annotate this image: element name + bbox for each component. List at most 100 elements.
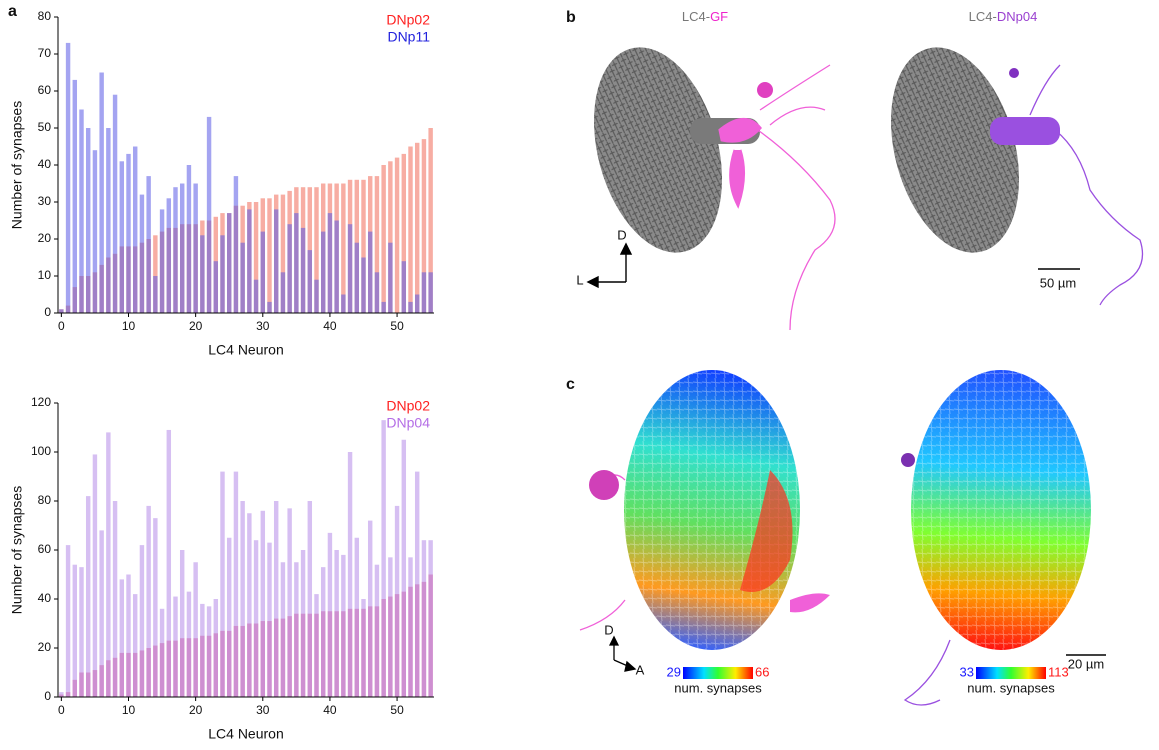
bar: [273, 209, 279, 313]
bar: [314, 594, 319, 697]
scale-label: 20 µm: [1068, 656, 1104, 671]
bar: [421, 139, 427, 313]
bar: [233, 471, 239, 697]
legend-entry: DNp04: [386, 415, 430, 431]
bar: [300, 550, 306, 697]
bar: [253, 540, 259, 697]
bar: [166, 429, 172, 697]
bar: [334, 220, 339, 313]
bar: [320, 567, 326, 697]
bar: [65, 42, 71, 314]
colorbar-max: 113: [1048, 664, 1069, 679]
bar: [193, 562, 198, 697]
bar: [206, 606, 212, 697]
axis-letter: D: [617, 227, 626, 242]
bar: [421, 540, 427, 697]
bar: [267, 542, 272, 697]
bar: [226, 537, 232, 697]
y-axis-label: Number of synapses: [9, 101, 25, 229]
bar: [213, 599, 219, 697]
x-tick-label: 40: [323, 319, 337, 333]
bar: [240, 501, 245, 697]
bar: [267, 301, 272, 313]
y-tick-label: 0: [44, 305, 51, 319]
x-tick-label: 20: [189, 319, 203, 333]
colorbar-label: num. synapses: [967, 680, 1055, 695]
bar: [85, 128, 91, 313]
y-tick-label: 20: [38, 640, 52, 654]
bar: [92, 454, 98, 697]
colorbar-min: 29: [667, 664, 681, 679]
y-tick-label: 80: [38, 493, 52, 507]
bar: [132, 146, 138, 313]
bar: [341, 183, 346, 313]
x-tick-label: 20: [189, 703, 203, 717]
bar: [401, 439, 407, 697]
neuron-render: [593, 47, 1144, 331]
colorbar: [683, 667, 753, 679]
y-tick-label: 60: [38, 83, 52, 97]
bar: [85, 496, 91, 697]
scale-label: 50 µm: [1040, 275, 1076, 290]
bar: [361, 179, 366, 313]
colorbar: [976, 667, 1046, 679]
bar: [408, 146, 413, 313]
bar: [347, 452, 353, 697]
x-tick-label: 50: [390, 319, 404, 333]
panel-label: c: [566, 376, 575, 393]
bar: [247, 209, 252, 313]
panel-title: LC4-DNp04: [969, 9, 1038, 24]
bar: [220, 235, 225, 313]
bar: [428, 272, 433, 313]
bar: [173, 187, 178, 313]
bar: [153, 518, 158, 697]
title-part: GF: [710, 9, 728, 24]
legend-entry: DNp11: [387, 29, 430, 45]
bar: [381, 165, 386, 313]
bar: [354, 242, 360, 313]
bar: [280, 272, 286, 313]
bar: [428, 128, 433, 313]
bar: [173, 596, 178, 697]
bar: [341, 554, 346, 697]
bar: [388, 242, 393, 313]
bar: [65, 545, 71, 697]
axis-letter: D: [604, 622, 613, 637]
bar: [381, 301, 386, 313]
bar: [294, 213, 299, 313]
bar: [72, 79, 78, 314]
x-tick-label: 50: [390, 703, 404, 717]
bar: [347, 224, 353, 313]
bar: [260, 510, 266, 697]
bar: [106, 128, 111, 313]
bar: [314, 187, 319, 313]
bar: [139, 194, 145, 313]
axis-letter: A: [636, 662, 645, 677]
bar: [240, 242, 245, 313]
bar: [381, 420, 386, 697]
axis-letter: L: [576, 272, 583, 287]
legend-entry: DNp02: [386, 12, 430, 28]
bar: [126, 153, 131, 313]
bar: [341, 294, 346, 313]
colorbar-min: 33: [960, 664, 974, 679]
bar: [354, 537, 360, 697]
bar: [206, 116, 212, 314]
bar: [394, 505, 400, 697]
bar: [200, 235, 205, 313]
bar: [159, 608, 165, 697]
y-tick-label: 70: [38, 46, 52, 60]
x-tick-label: 10: [122, 319, 136, 333]
x-tick-label: 40: [323, 703, 337, 717]
bar: [112, 94, 118, 313]
bar: [408, 557, 413, 697]
panel-title: LC4-GF: [682, 9, 728, 24]
bar: [307, 250, 313, 313]
compass: [586, 242, 633, 289]
bar: [220, 471, 225, 697]
y-tick-label: 80: [38, 9, 52, 23]
bar: [59, 309, 64, 313]
bar: [59, 692, 64, 697]
